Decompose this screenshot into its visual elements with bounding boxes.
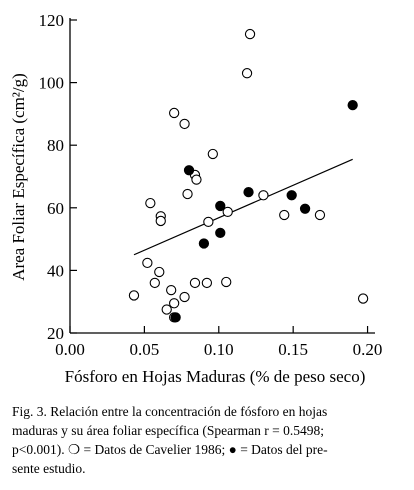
data-point [244, 28, 256, 40]
caption-line: maduras y su área foliar específica (Spe… [12, 423, 324, 438]
caption-line: sente estudio. [12, 461, 86, 476]
data-point [179, 291, 190, 303]
data-point [222, 206, 233, 218]
data-point [241, 68, 253, 79]
x-axis-label: Fósforo en Hojas Maduras (% de peso seco… [65, 367, 366, 386]
data-point [128, 290, 140, 301]
data-point [168, 107, 180, 119]
data-point [299, 203, 311, 214]
caption: Fig. 3. Relación entre la concentración … [12, 402, 407, 478]
data-point [191, 174, 202, 185]
data-point [203, 216, 214, 228]
data-point [198, 238, 210, 249]
data-point [155, 215, 166, 227]
data-point [215, 200, 226, 212]
data-point [149, 277, 160, 289]
data-point [357, 293, 369, 304]
trend-line [133, 158, 353, 256]
data-point [347, 99, 358, 111]
data-point [314, 209, 326, 221]
y-tick-label: 40 [47, 261, 64, 280]
x-tick-label: 0.20 [353, 340, 383, 359]
data-point [243, 186, 254, 198]
y-tick-label: 120 [39, 11, 65, 30]
data-point [279, 209, 290, 221]
x-tick-label: 0.00 [55, 340, 85, 359]
x-tick-label: 0.05 [130, 340, 160, 359]
data-point [182, 188, 193, 200]
caption-line: Fig. 3. Relación entre la concentración … [12, 404, 328, 419]
caption-line: p<0.001). ❍ = Datos de Cavelier 1986; ● … [12, 442, 328, 457]
data-point [145, 197, 156, 209]
y-tick-label: 100 [39, 74, 65, 93]
data-point [286, 190, 297, 201]
y-tick-label: 80 [47, 136, 64, 155]
data-point [221, 276, 232, 288]
x-tick-label: 0.15 [278, 340, 308, 359]
data-point [189, 277, 201, 289]
chart: Fósforo en Hojas Maduras (% de peso seco… [9, 11, 383, 386]
data-point [170, 312, 181, 323]
data-point [168, 298, 180, 309]
data-point [142, 257, 153, 269]
data-point [215, 227, 226, 238]
y-tick-label: 60 [47, 199, 64, 218]
data-point [258, 190, 269, 201]
y-axis-label: Area Foliar Específica (cm²/g) [9, 73, 28, 281]
data-point [154, 266, 165, 278]
x-tick-label: 0.10 [204, 340, 234, 359]
data-point [179, 118, 190, 130]
data-point [183, 165, 195, 176]
data-point [201, 277, 213, 289]
data-point [166, 284, 177, 296]
y-tick-label: 20 [47, 324, 64, 343]
data-point [207, 148, 218, 160]
data-point [161, 304, 172, 315]
